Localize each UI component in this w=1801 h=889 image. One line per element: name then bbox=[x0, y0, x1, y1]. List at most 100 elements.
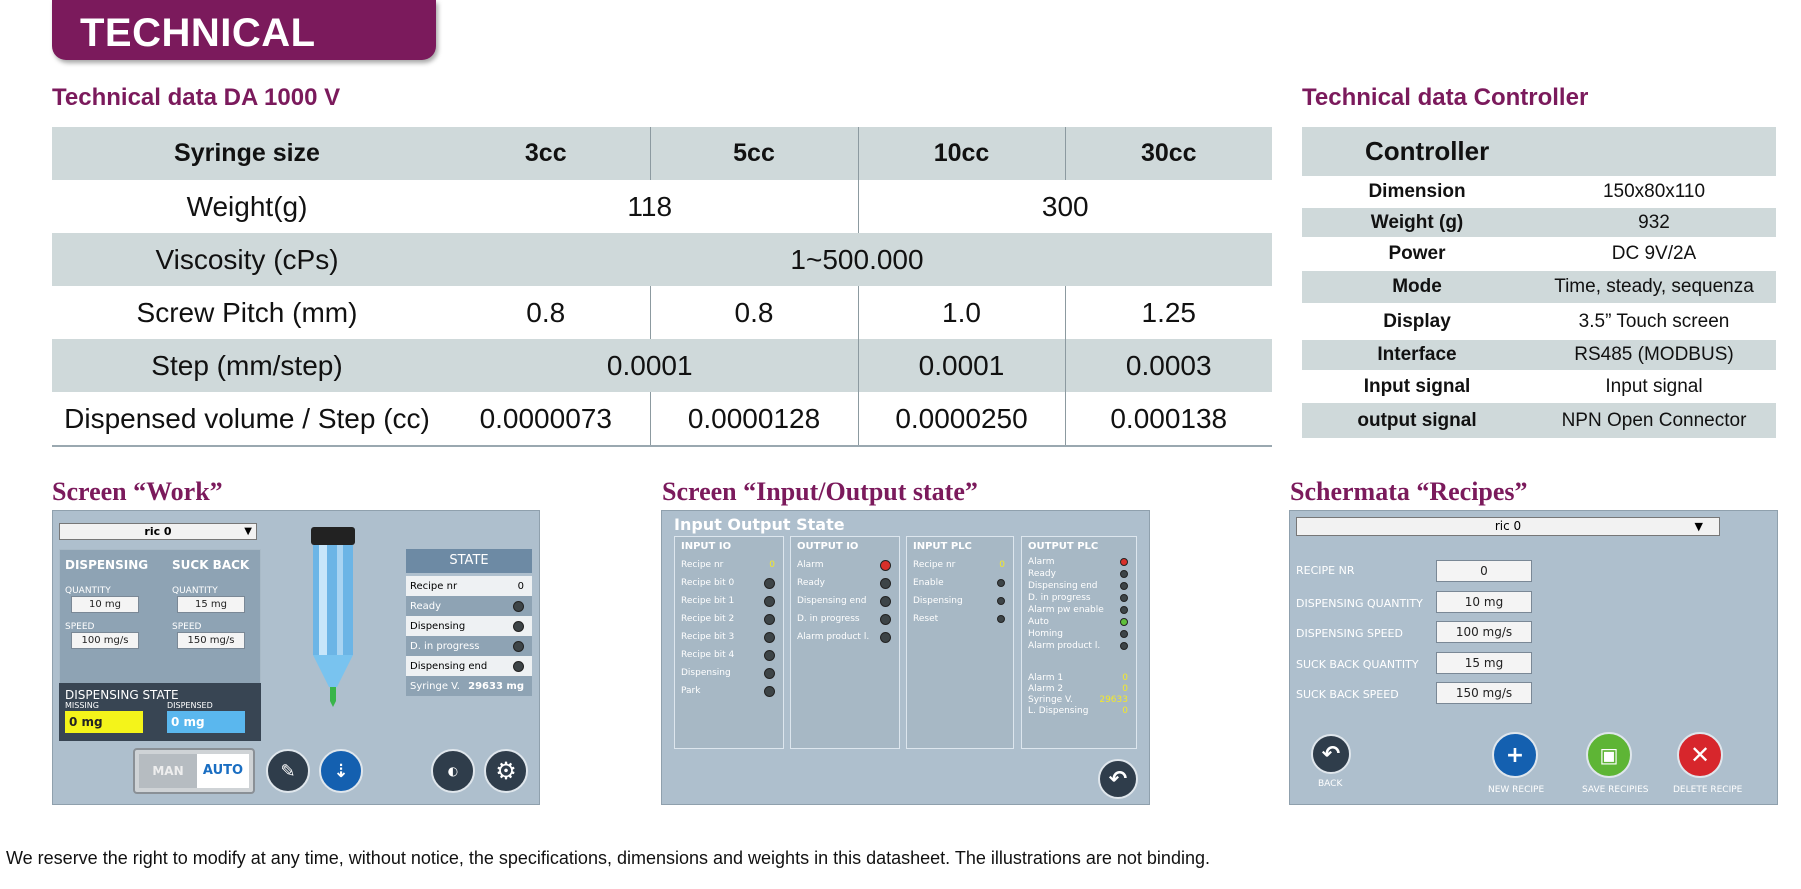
row-value: DC 9V/2A bbox=[1611, 243, 1697, 264]
auto-button[interactable]: AUTO bbox=[197, 754, 249, 788]
io-row: Alarm product l. bbox=[1022, 640, 1136, 652]
row-label: Weight (g) bbox=[1302, 208, 1532, 237]
row-label: Mode bbox=[1302, 271, 1532, 303]
status-led-icon bbox=[997, 597, 1005, 605]
back-arrow-icon[interactable]: ↶ bbox=[1098, 759, 1138, 799]
missing-value: 0 mg bbox=[65, 711, 143, 733]
disp-speed-field[interactable]: 100 mg/s bbox=[71, 632, 139, 649]
io-label: Recipe bit 4 bbox=[681, 650, 735, 660]
table-row: Input signal Input signal bbox=[1302, 370, 1776, 403]
state-title: STATE bbox=[406, 549, 532, 573]
status-led-icon bbox=[764, 613, 775, 625]
man-auto-toggle[interactable]: MAN AUTO bbox=[133, 748, 255, 794]
disp-quantity-field[interactable]: 10 mg bbox=[71, 596, 139, 613]
io-row: Alarm bbox=[1022, 556, 1136, 568]
io-label: D. in progress bbox=[1028, 593, 1091, 603]
io-label: Enable bbox=[913, 578, 944, 588]
screen-recipes-heading: Schermata “Recipes” bbox=[1290, 477, 1528, 506]
io-row: Recipe bit 1 bbox=[675, 592, 783, 610]
io-label: Dispensing end bbox=[1028, 581, 1098, 591]
suck-back-speed-field[interactable]: 150 mg/s bbox=[1436, 682, 1532, 704]
suck-speed-field[interactable]: 150 mg/s bbox=[177, 632, 245, 649]
io-row: Recipe nr 0 bbox=[675, 556, 783, 574]
new-recipe-icon[interactable]: + bbox=[1492, 732, 1538, 778]
table-row: Display 3.5” Touch screen bbox=[1302, 303, 1776, 340]
io-label: Recipe nr bbox=[681, 560, 724, 570]
io-label: D. in progress bbox=[797, 614, 860, 624]
header-5cc: 5cc bbox=[649, 127, 858, 180]
io-row: Auto bbox=[1022, 616, 1136, 628]
alarm-led-icon bbox=[880, 559, 891, 571]
counter-label: Alarm 1 bbox=[1028, 672, 1064, 683]
table-row: Interface RS485 (MODBUS) bbox=[1302, 340, 1776, 370]
field-label: DISPENSING QUANTITY bbox=[1296, 597, 1423, 610]
settings-gear-icon[interactable]: ⚙ bbox=[484, 749, 528, 793]
missing-label: MISSING bbox=[65, 701, 99, 710]
language-flags-icon[interactable]: ◐ bbox=[431, 749, 475, 793]
row-value: 3.5” Touch screen bbox=[1578, 310, 1730, 332]
io-label: Alarm product l. bbox=[1028, 641, 1101, 651]
state-value: 0 bbox=[517, 580, 524, 592]
io-row: Reset bbox=[907, 610, 1013, 628]
recipe-select[interactable]: ric 0 ▼ bbox=[59, 523, 257, 540]
status-led-icon bbox=[1120, 642, 1128, 650]
dispensing-speed-field[interactable]: 100 mg/s bbox=[1436, 621, 1532, 643]
chevron-down-icon: ▼ bbox=[244, 526, 252, 537]
io-row: Ready bbox=[791, 574, 899, 592]
dispense-tool-icon[interactable]: ✎ bbox=[266, 749, 310, 793]
io-label: Park bbox=[681, 686, 701, 696]
cell-viscosity: 1~500.000 bbox=[442, 233, 1272, 286]
table-row-volume: Dispensed volume / Step (cc) 0.0000073 0… bbox=[52, 392, 1272, 447]
recipe-select[interactable]: ric 0 ▼ bbox=[1296, 517, 1720, 536]
delete-recipe-icon[interactable]: ✕ bbox=[1677, 732, 1723, 778]
cell-volume-30cc: 0.000138 bbox=[1064, 392, 1272, 447]
back-arrow-icon[interactable]: ↶ bbox=[1311, 734, 1351, 774]
dispensing-title: DISPENSING bbox=[65, 558, 149, 572]
io-label: Alarm pw enable bbox=[1028, 605, 1104, 615]
status-led-icon bbox=[880, 577, 891, 589]
table-row: output signal NPN Open Connector bbox=[1302, 403, 1776, 438]
save-recipes-icon[interactable]: ▣ bbox=[1586, 732, 1632, 778]
suck-quantity-field[interactable]: 15 mg bbox=[177, 596, 245, 613]
counter-value: 0 bbox=[1122, 683, 1128, 694]
io-label: Ready bbox=[1028, 569, 1056, 579]
cell-pitch-3cc: 0.8 bbox=[526, 296, 566, 328]
status-led-icon bbox=[764, 577, 775, 589]
io-row: Recipe bit 0 bbox=[675, 574, 783, 592]
suck-back-quantity-field[interactable]: 15 mg bbox=[1436, 652, 1532, 674]
back-label: BACK bbox=[1318, 779, 1343, 789]
io-row: Recipe bit 3 bbox=[675, 628, 783, 646]
counter-value: 29633 bbox=[1099, 694, 1128, 705]
dispensed-label: DISPENSED bbox=[167, 701, 213, 710]
counter-row: Alarm 1 0 bbox=[1022, 672, 1136, 683]
active-led-icon bbox=[1120, 618, 1128, 626]
syringe-image bbox=[307, 527, 359, 707]
man-button[interactable]: MAN bbox=[139, 754, 197, 788]
io-row: Recipe nr 0 bbox=[907, 556, 1013, 574]
dispensing-quantity-field[interactable]: 10 mg bbox=[1436, 591, 1532, 613]
disp-quantity-label: QUANTITY bbox=[65, 586, 111, 596]
counter-row: Alarm 2 0 bbox=[1022, 683, 1136, 694]
input-plc-column: INPUT PLC Recipe nr 0 Enable Dispensing R… bbox=[906, 536, 1014, 749]
status-led-icon bbox=[1120, 570, 1128, 578]
io-row: Enable bbox=[907, 574, 1013, 592]
controller-spec-table: Controller Dimension 150x80x110 Weight (g… bbox=[1302, 127, 1776, 438]
dispensing-state-title: DISPENSING STATE bbox=[65, 688, 179, 702]
counter-row: Syringe V. 29633 bbox=[1022, 694, 1136, 705]
controller-title: Controller bbox=[1302, 127, 1532, 176]
status-led-icon bbox=[764, 685, 775, 697]
counter-label: Syringe V. bbox=[1028, 694, 1073, 705]
suck-quantity-label: QUANTITY bbox=[172, 586, 218, 596]
status-led-icon bbox=[1120, 582, 1128, 590]
cell-pitch-30cc: 1.25 bbox=[1064, 286, 1272, 339]
io-label: Alarm bbox=[797, 560, 824, 570]
screen-io: Input Output State INPUT IO Recipe nr 0 R… bbox=[661, 510, 1150, 805]
field-label: DISPENSING SPEED bbox=[1296, 627, 1403, 640]
dosing-panel: DISPENSING SUCK BACK QUANTITY 10 mg QUAN… bbox=[59, 549, 261, 689]
screen-work-heading: Screen “Work” bbox=[52, 477, 223, 506]
io-label: Recipe bit 2 bbox=[681, 614, 735, 624]
table-row: Mode Time, steady, sequenza bbox=[1302, 271, 1776, 303]
syringe-tool-icon[interactable]: ⇣ bbox=[319, 749, 363, 793]
status-led-icon bbox=[513, 660, 524, 672]
recipe-nr-field[interactable]: 0 bbox=[1436, 560, 1532, 582]
